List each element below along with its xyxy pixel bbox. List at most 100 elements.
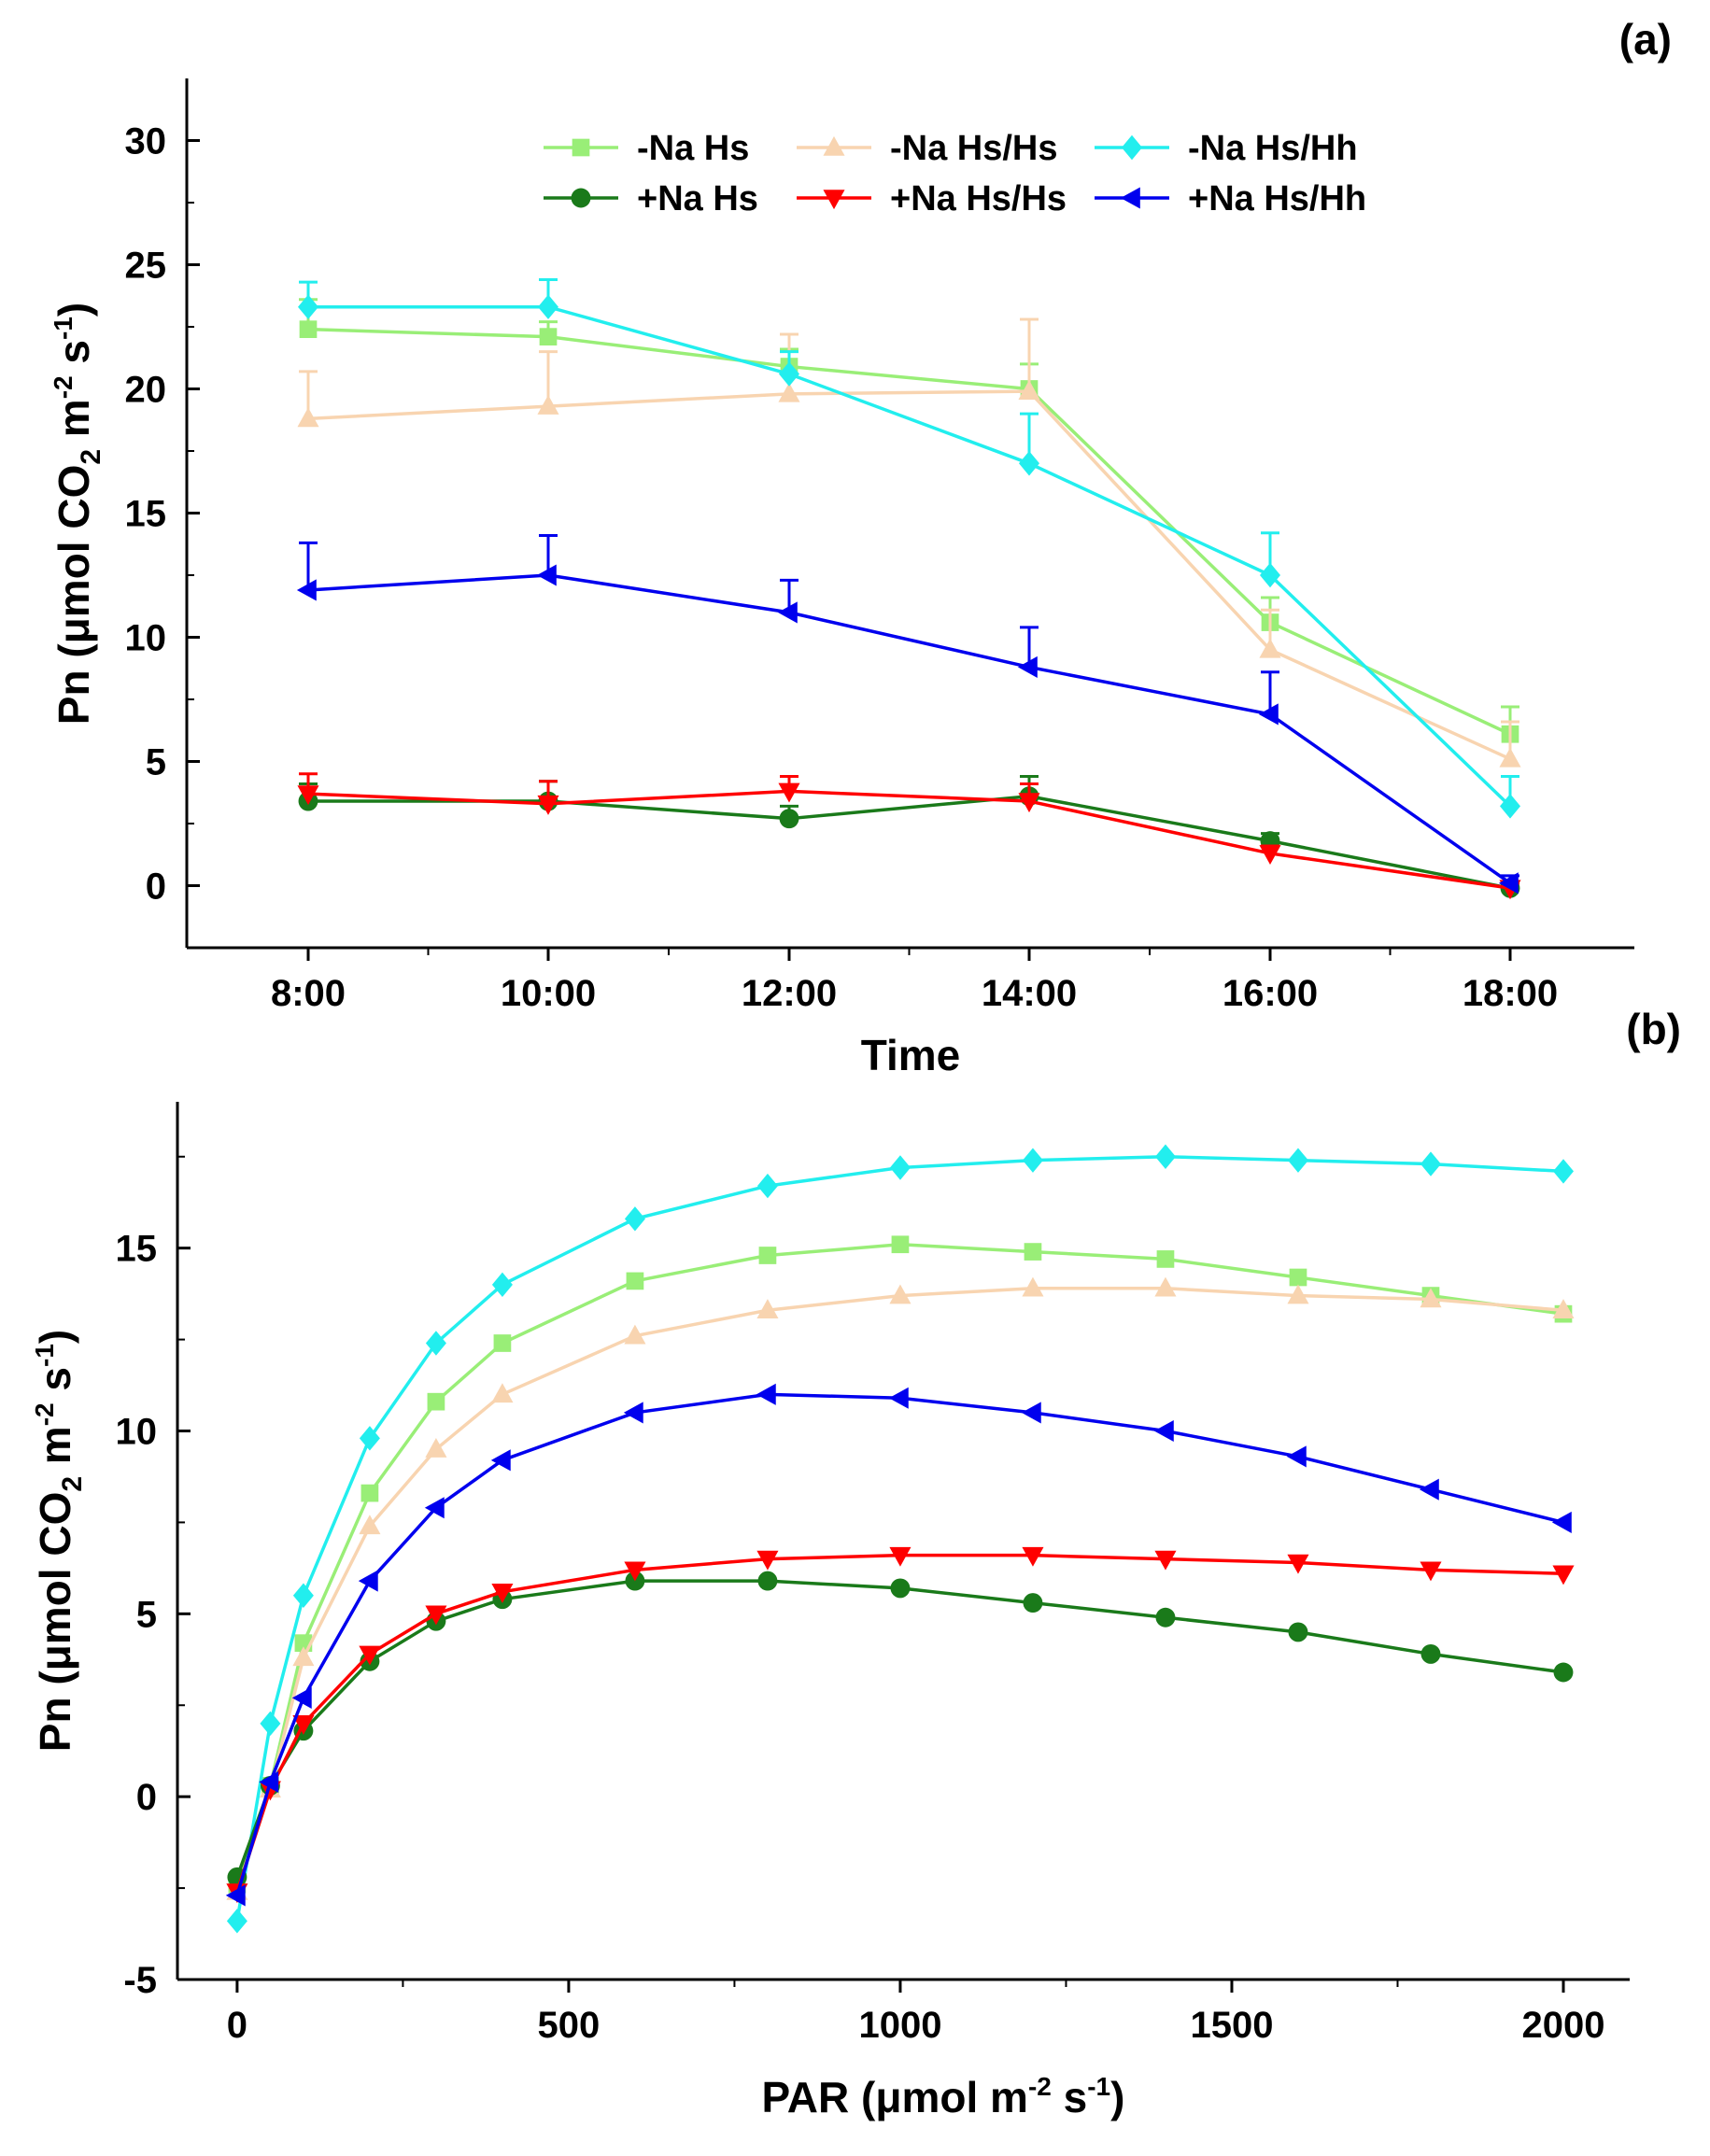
y-tick-label: 5 (136, 1594, 157, 1635)
data-point (1499, 747, 1521, 768)
data-point (1287, 1148, 1308, 1173)
data-point (1500, 794, 1520, 819)
y-tick-label: 0 (146, 867, 166, 908)
series-line (307, 573, 1512, 885)
series-line (235, 1553, 1564, 1893)
data-point (358, 1570, 378, 1592)
x-tick-label: 18:00 (1463, 973, 1558, 1014)
data-point (1259, 638, 1281, 658)
data-point (1420, 1151, 1441, 1177)
series-b-4 (226, 1546, 1575, 1904)
data-point (1154, 1550, 1177, 1571)
legend-label: +Na Hs/Hh (1188, 179, 1366, 218)
y-tick-label: 5 (146, 742, 166, 783)
data-point (623, 1402, 643, 1424)
data-point (1420, 1288, 1442, 1308)
series-line (308, 794, 1511, 890)
data-point (889, 1155, 911, 1180)
data-point (778, 382, 800, 402)
data-point (756, 1173, 778, 1199)
data-point (779, 809, 799, 829)
data-point (624, 1206, 645, 1232)
y-tick-label: 25 (125, 246, 167, 287)
y-tick-label: 10 (116, 1412, 158, 1453)
data-point (359, 1426, 380, 1451)
legend-marker (1120, 187, 1140, 209)
data-point (298, 294, 318, 319)
x-tick-label: 12:00 (742, 973, 837, 1014)
data-point (1420, 1643, 1441, 1664)
data-point (1498, 872, 1519, 895)
series-a-5 (296, 533, 1519, 895)
data-point (624, 1324, 646, 1345)
y-tick-label: 10 (125, 618, 167, 659)
series-b-5 (225, 1383, 1572, 1907)
data-point (297, 407, 319, 428)
data-point (1156, 1250, 1175, 1268)
data-point (359, 1645, 381, 1666)
x-tick-label: 0 (227, 2005, 247, 2046)
legend-marker (572, 138, 590, 157)
data-point (425, 1331, 446, 1356)
data-point (425, 1437, 447, 1458)
data-point (888, 1387, 909, 1409)
x-tick-label: 10:00 (501, 973, 596, 1014)
data-point (538, 294, 558, 319)
data-point (260, 1711, 281, 1737)
data-point (427, 1392, 445, 1411)
series-line (235, 1579, 1564, 1878)
data-point (756, 1550, 779, 1571)
x-tick-label: 500 (538, 2005, 601, 2046)
data-point (1018, 380, 1040, 400)
data-point (1017, 655, 1038, 678)
data-point (1259, 845, 1281, 866)
data-point (292, 1715, 315, 1735)
panel-label-a: (a) (1619, 15, 1672, 63)
data-point (1153, 1419, 1174, 1443)
y-axis-title: Pn (μmol CO2 m-2 s-1) (30, 1330, 88, 1752)
legend-label: -Na Hs (637, 129, 749, 168)
series-b-2 (226, 1144, 1574, 1934)
data-point (292, 1646, 315, 1667)
series-a-0 (299, 298, 1519, 743)
data-point (1286, 1445, 1307, 1468)
data-point (1289, 1268, 1307, 1287)
y-tick-label: 30 (125, 121, 167, 162)
data-point (891, 1235, 910, 1254)
data-point (756, 1299, 779, 1319)
data-point (1154, 1276, 1177, 1297)
legend-label: +Na Hs (637, 179, 758, 218)
data-point (1552, 1159, 1574, 1184)
data-point (537, 795, 559, 815)
x-tick-label: 1000 (858, 2005, 941, 2046)
series-a-4 (297, 772, 1521, 900)
data-point (1552, 1565, 1575, 1585)
legend: -Na Hs -Na Hs/Hs -Na Hs/Hh +Na Hs +Na Hs/Hs +… (544, 129, 1366, 218)
y-tick-label: 0 (136, 1777, 157, 1818)
data-point (425, 1605, 447, 1626)
data-point (291, 1686, 312, 1709)
data-point (1018, 793, 1040, 813)
legend-marker (823, 190, 845, 210)
data-point (292, 1583, 314, 1608)
series-line (308, 304, 1512, 808)
data-point (536, 564, 557, 586)
panel-b: -5 0 5 10 15 0 500 1000 1500 2000 PAR (μmol m-2 s-… (30, 1005, 1681, 2121)
legend-marker (823, 135, 845, 156)
data-point (491, 1383, 514, 1403)
x-tick-label: 16:00 (1222, 973, 1318, 1014)
data-point (1553, 1662, 1574, 1683)
data-point (297, 785, 319, 806)
x-tick-label: 14:00 (982, 973, 1077, 1014)
legend-label: -Na Hs/Hh (1188, 129, 1358, 168)
data-point (424, 1497, 445, 1519)
data-point (360, 1484, 379, 1502)
data-point (624, 1561, 646, 1582)
legend-marker (1122, 134, 1142, 161)
data-point (1420, 1561, 1442, 1582)
data-point (296, 579, 317, 601)
legend-label: -Na Hs/Hs (890, 129, 1058, 168)
data-point (1258, 703, 1279, 726)
y-tick-label: -5 (123, 1960, 157, 2001)
data-point (491, 1272, 513, 1298)
